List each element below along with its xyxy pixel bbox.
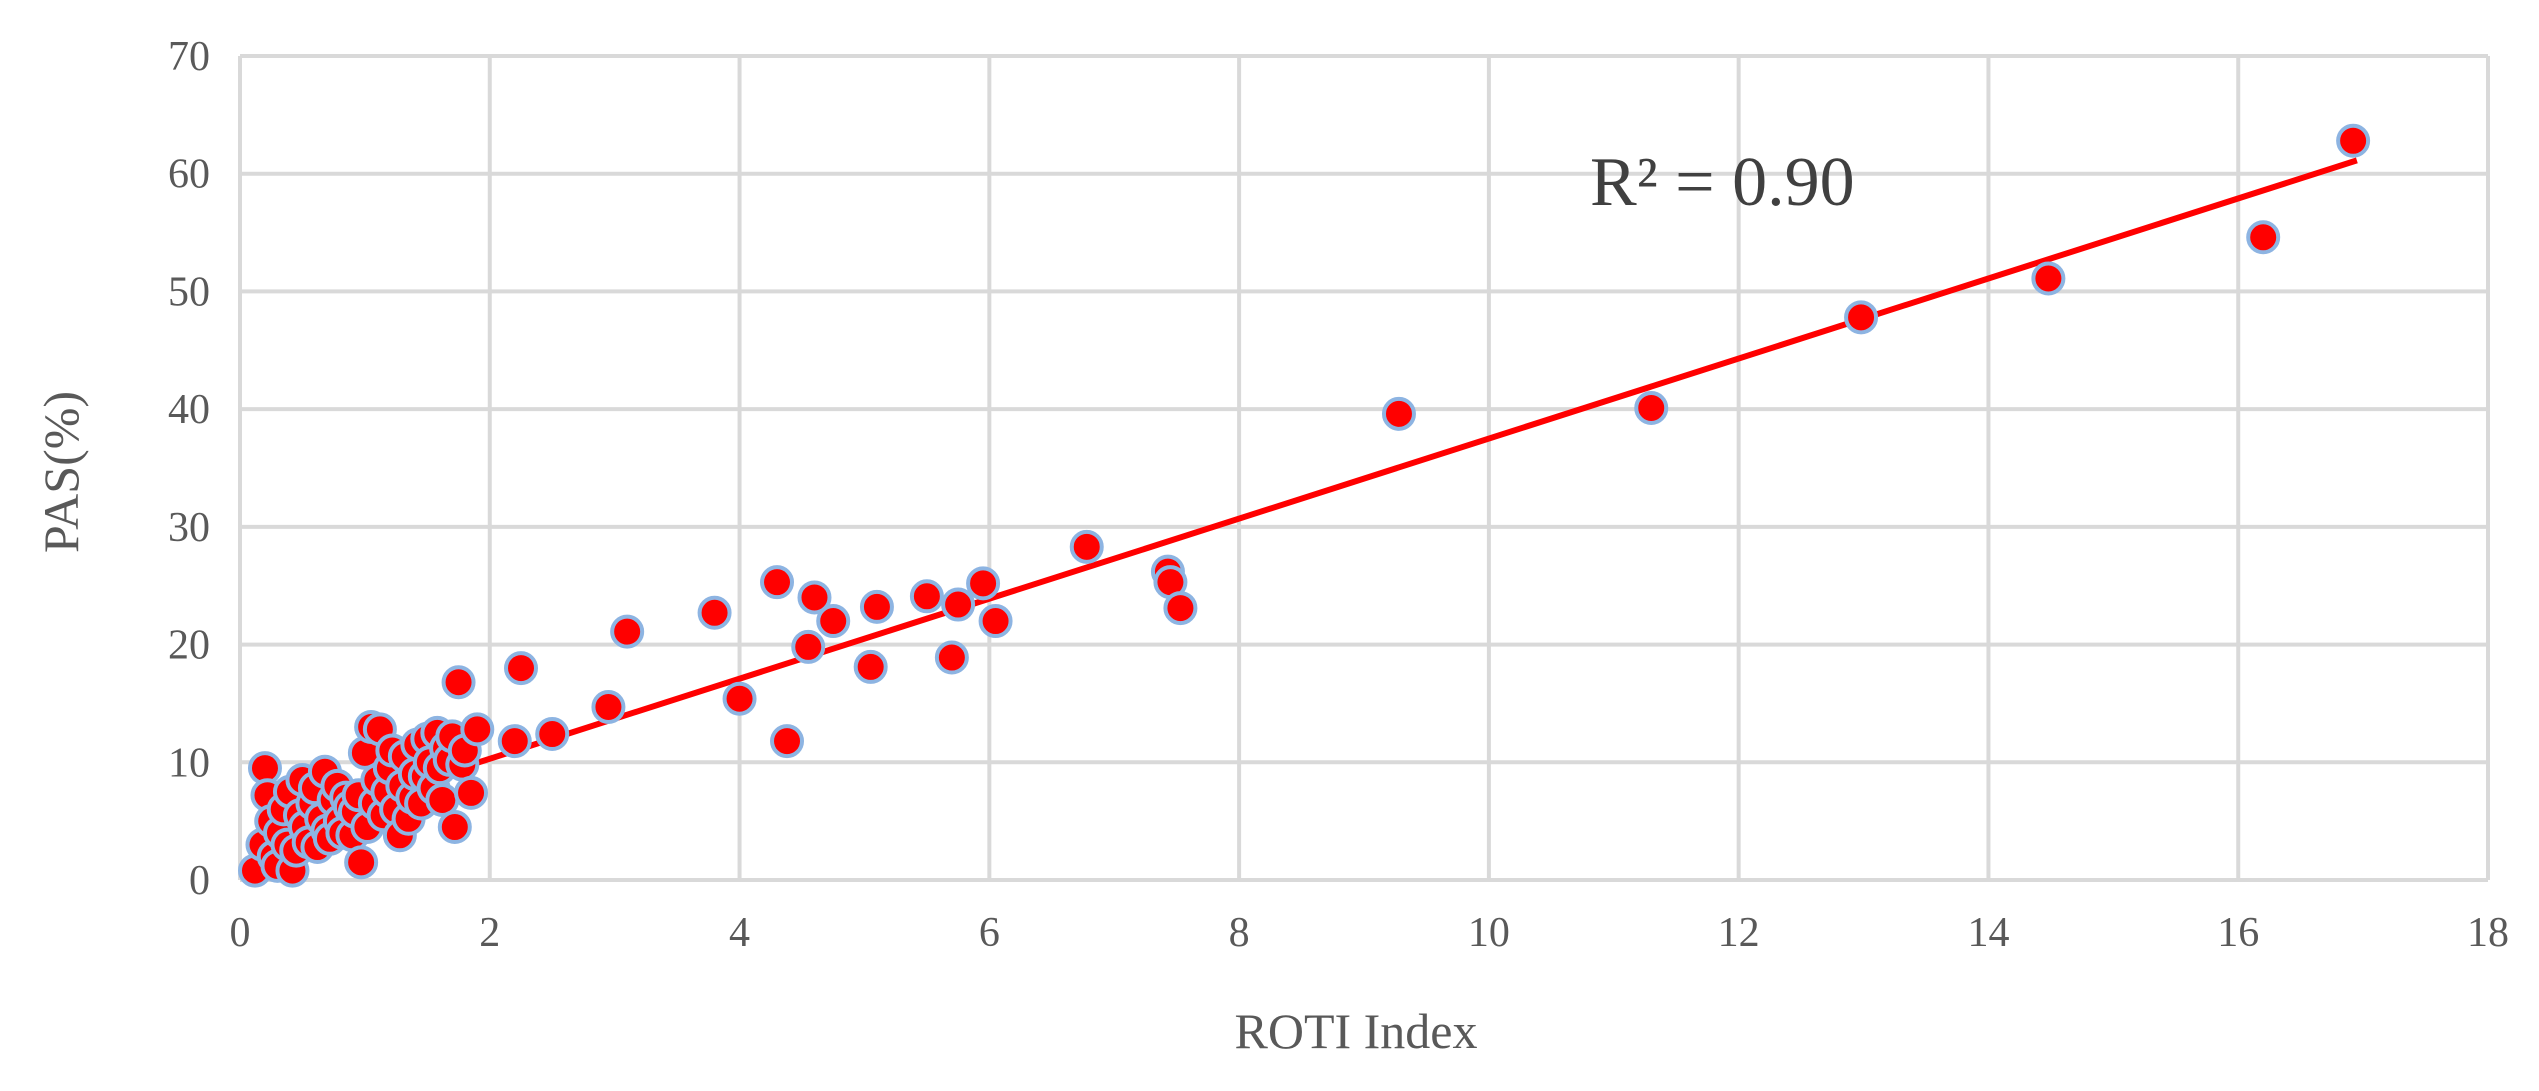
x-tick-label: 14 <box>1967 910 2009 956</box>
data-point <box>978 604 1013 639</box>
data-point <box>722 681 757 716</box>
data-point <box>344 845 379 880</box>
data-point <box>941 587 976 622</box>
data-point <box>934 640 969 675</box>
data-point <box>2031 261 2066 296</box>
y-tick-label: 70 <box>168 34 210 80</box>
data-point <box>460 712 495 747</box>
data-point <box>816 604 851 639</box>
y-tick-label: 40 <box>168 387 210 433</box>
x-tick-label: 2 <box>479 910 500 956</box>
data-point <box>2246 220 2281 255</box>
data-point <box>1381 396 1416 431</box>
data-point <box>437 810 472 845</box>
x-axis-title: ROTI Index <box>1235 1003 1478 1059</box>
data-point <box>853 649 888 684</box>
data-points <box>237 123 2371 888</box>
x-tick-label: 6 <box>979 910 1000 956</box>
trendline-layer <box>254 157 2358 837</box>
x-tick-label: 0 <box>230 910 251 956</box>
data-point <box>760 565 795 600</box>
x-tick-label: 12 <box>1718 910 1760 956</box>
x-tick-labels: 0 2 4 6 8 10 12 14 16 18 <box>230 910 2510 956</box>
y-tick-label: 60 <box>168 152 210 198</box>
data-point <box>591 689 626 724</box>
y-tick-labels: 0 10 20 30 40 50 60 70 <box>168 34 210 904</box>
x-tick-label: 18 <box>2467 910 2509 956</box>
data-point <box>791 629 826 664</box>
y-axis-title: PAS(%) <box>33 391 89 553</box>
data-point <box>441 665 476 700</box>
data-point <box>1634 390 1669 425</box>
data-point <box>497 724 532 759</box>
y-tick-label: 50 <box>168 269 210 315</box>
y-tick-label: 0 <box>189 858 210 904</box>
trendline <box>254 157 2358 837</box>
data-point <box>697 595 732 630</box>
data-point <box>859 589 894 624</box>
data-point <box>909 579 944 614</box>
data-point <box>1844 300 1879 335</box>
y-tick-label: 20 <box>168 623 210 669</box>
data-point <box>770 724 805 759</box>
x-tick-label: 16 <box>2217 910 2259 956</box>
data-point <box>535 717 570 752</box>
x-tick-label: 4 <box>729 910 750 956</box>
x-tick-label: 8 <box>1229 910 1250 956</box>
data-point <box>610 614 645 649</box>
r-squared-annotation: R² = 0.90 <box>1590 144 1855 221</box>
data-point <box>454 775 489 810</box>
data-point <box>2336 123 2371 158</box>
data-point <box>1069 529 1104 564</box>
data-point <box>797 580 832 615</box>
data-point <box>504 651 538 686</box>
x-tick-label: 10 <box>1468 910 1510 956</box>
y-tick-label: 10 <box>168 740 210 786</box>
data-point <box>1163 591 1198 626</box>
y-tick-label: 30 <box>168 505 210 551</box>
data-point <box>966 566 1001 601</box>
gridlines <box>238 54 2490 882</box>
